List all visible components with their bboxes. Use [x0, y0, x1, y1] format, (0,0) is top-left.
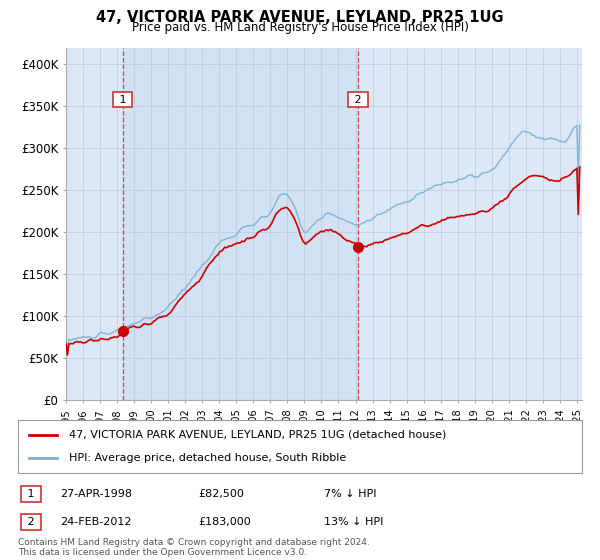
Text: 27-APR-1998: 27-APR-1998: [60, 489, 132, 499]
Text: 2: 2: [351, 95, 365, 105]
Text: 24-FEB-2012: 24-FEB-2012: [60, 517, 131, 527]
Text: 1: 1: [24, 489, 38, 499]
Text: £82,500: £82,500: [198, 489, 244, 499]
Text: Price paid vs. HM Land Registry's House Price Index (HPI): Price paid vs. HM Land Registry's House …: [131, 21, 469, 34]
Text: 13% ↓ HPI: 13% ↓ HPI: [324, 517, 383, 527]
Text: 1: 1: [116, 95, 130, 105]
Text: 7% ↓ HPI: 7% ↓ HPI: [324, 489, 377, 499]
Text: 2: 2: [24, 517, 38, 527]
Text: 47, VICTORIA PARK AVENUE, LEYLAND, PR25 1UG (detached house): 47, VICTORIA PARK AVENUE, LEYLAND, PR25 …: [69, 430, 446, 440]
Bar: [122, 48, 358, 400]
Text: 47, VICTORIA PARK AVENUE, LEYLAND, PR25 1UG: 47, VICTORIA PARK AVENUE, LEYLAND, PR25 …: [96, 10, 504, 25]
Text: £183,000: £183,000: [198, 517, 251, 527]
Text: HPI: Average price, detached house, South Ribble: HPI: Average price, detached house, Sout…: [69, 453, 346, 463]
Text: Contains HM Land Registry data © Crown copyright and database right 2024.
This d: Contains HM Land Registry data © Crown c…: [18, 538, 370, 557]
